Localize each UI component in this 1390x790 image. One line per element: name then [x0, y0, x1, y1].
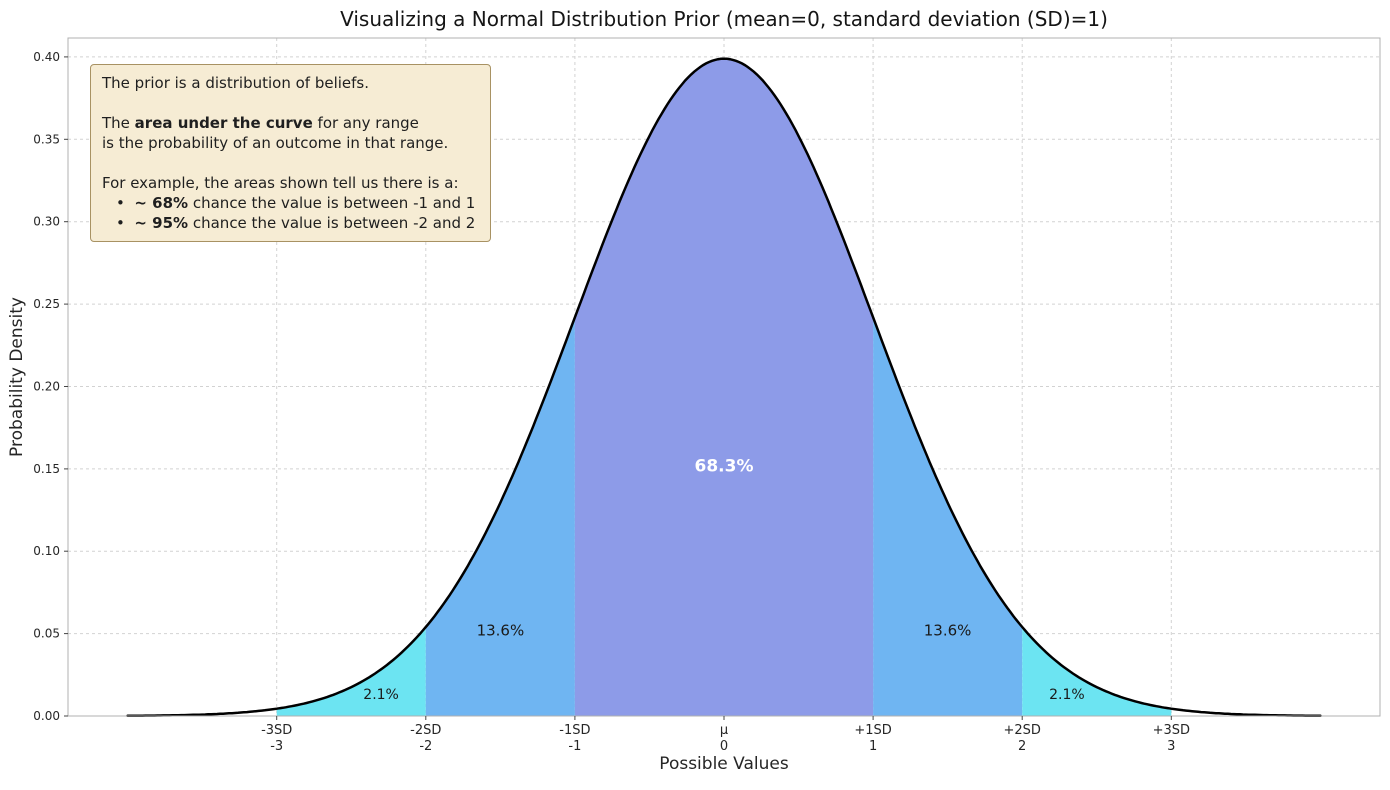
annotation-line: The area under the curve for any range — [102, 113, 479, 133]
y-tick-label: 0.35 — [33, 132, 60, 146]
annotation-text: • — [116, 214, 135, 232]
x-tick-label-sd: μ — [720, 723, 728, 738]
density-curve — [126, 57, 1322, 718]
region-percentage-label: 68.3% — [695, 457, 754, 477]
region-percentage-label: 2.1% — [363, 687, 399, 703]
x-tick-label-value: 2 — [1018, 739, 1026, 754]
x-tick-label-sd: -3SD — [261, 723, 292, 738]
x-tick-label-value: 0 — [720, 739, 728, 754]
y-tick-label: 0.05 — [33, 627, 60, 641]
region-percentage-label: 2.1% — [1049, 687, 1085, 703]
annotation-line — [102, 153, 479, 173]
annotation-text: The prior is a distribution of beliefs. — [102, 74, 369, 92]
y-tick-label: 0.25 — [33, 297, 60, 311]
annotation-text: For example, the areas shown tell us the… — [102, 174, 459, 192]
annotation-text-bold: area under the curve — [134, 114, 313, 132]
annotation-box: The prior is a distribution of beliefs. … — [90, 64, 491, 242]
x-axis-label: Possible Values — [659, 754, 789, 774]
annotation-line: is the probability of an outcome in that… — [102, 133, 479, 153]
y-tick-label: 0.15 — [33, 462, 60, 476]
x-tick-label-value: 3 — [1167, 739, 1175, 754]
annotation-line — [102, 93, 479, 113]
annotation-text: • — [116, 194, 135, 212]
x-tick-label-sd: +2SD — [1003, 723, 1040, 738]
chart-title: Visualizing a Normal Distribution Prior … — [340, 7, 1108, 31]
annotation-text-bold: ~ 68% — [134, 194, 189, 212]
x-tick-label-sd: +3SD — [1153, 723, 1190, 738]
x-tick-label-sd: +1SD — [854, 723, 891, 738]
annotation-line: For example, the areas shown tell us the… — [102, 173, 479, 193]
y-tick-label: 0.40 — [33, 50, 60, 64]
y-tick-label: 0.10 — [33, 544, 60, 558]
y-tick-label: 0.00 — [33, 709, 60, 723]
x-tick-label-value: -2 — [419, 739, 432, 754]
annotation-line: • ~ 95% chance the value is between -2 a… — [102, 213, 479, 233]
annotation-line: • ~ 68% chance the value is between -1 a… — [102, 193, 479, 213]
x-tick-label-value: -3 — [270, 739, 283, 754]
annotation-text: The — [102, 114, 135, 132]
annotation-text: for any range — [312, 114, 419, 132]
x-tick-label-sd: -2SD — [410, 723, 441, 738]
annotation-line: The prior is a distribution of beliefs. — [102, 73, 479, 93]
distribution-region — [276, 627, 426, 716]
y-tick-label: 0.20 — [33, 380, 60, 394]
y-tick-label: 0.30 — [33, 215, 60, 229]
annotation-text: chance the value is between -2 and 2 — [188, 214, 476, 232]
region-percentage-label: 13.6% — [477, 622, 525, 640]
x-tick-label-value: -1 — [568, 739, 581, 754]
annotation-text: is the probability of an outcome in that… — [102, 134, 449, 152]
distribution-region — [1022, 627, 1172, 716]
y-axis-label: Probability Density — [7, 297, 27, 457]
region-percentage-label: 13.6% — [924, 622, 972, 640]
distribution-region — [574, 58, 874, 716]
annotation-text-bold: ~ 95% — [134, 214, 189, 232]
annotation-text: chance the value is between -1 and 1 — [188, 194, 476, 212]
x-tick-label-value: 1 — [869, 739, 877, 754]
x-tick-label-sd: -1SD — [559, 723, 590, 738]
